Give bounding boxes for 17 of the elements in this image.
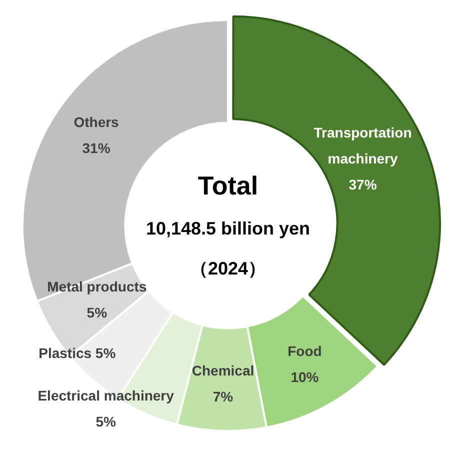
slice-label: Plastics <box>38 344 92 361</box>
data-label: 10% <box>290 368 320 385</box>
slice-label: Food <box>288 342 322 359</box>
text: Total <box>198 170 258 201</box>
slice-label: Transportation machinery <box>314 124 412 166</box>
slice-label: Metal products <box>47 278 147 294</box>
slice-label: Electrical machinery <box>38 388 174 404</box>
text: 10,148.5 billion yen <box>146 218 310 238</box>
slice-label: Others <box>74 114 120 130</box>
data-label: 7% <box>212 388 234 405</box>
data-label: 5% <box>86 304 108 320</box>
data-label: 5% <box>96 414 116 430</box>
data-label: 37% <box>348 176 378 192</box>
data-label: 5% <box>95 344 116 361</box>
text: （2024） <box>190 258 266 278</box>
data-label: 31% <box>82 140 111 156</box>
slice-label: Chemical <box>192 362 254 379</box>
